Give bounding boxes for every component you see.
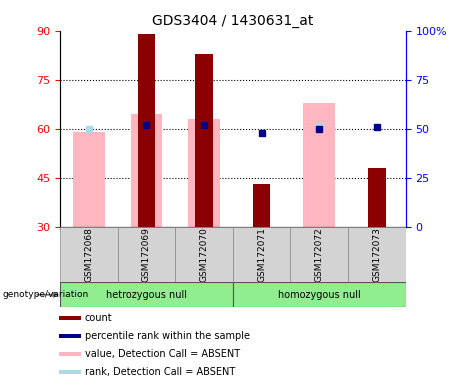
Text: hetrozygous null: hetrozygous null bbox=[106, 290, 187, 300]
Bar bbox=[233, 227, 290, 282]
Bar bbox=[290, 227, 348, 282]
Bar bbox=[188, 119, 220, 227]
Bar bbox=[59, 370, 81, 374]
Text: GSM172072: GSM172072 bbox=[315, 227, 324, 282]
Bar bbox=[233, 282, 406, 307]
Text: GSM172071: GSM172071 bbox=[257, 227, 266, 282]
Bar bbox=[138, 34, 155, 227]
Text: GSM172068: GSM172068 bbox=[84, 227, 93, 282]
Text: GSM172073: GSM172073 bbox=[372, 227, 381, 282]
Title: GDS3404 / 1430631_at: GDS3404 / 1430631_at bbox=[152, 14, 313, 28]
Bar bbox=[175, 227, 233, 282]
Bar bbox=[348, 227, 406, 282]
Text: GSM172069: GSM172069 bbox=[142, 227, 151, 282]
Bar bbox=[368, 168, 385, 227]
Bar bbox=[130, 114, 162, 227]
Bar bbox=[118, 227, 175, 282]
Bar bbox=[59, 334, 81, 338]
Bar bbox=[60, 282, 233, 307]
Text: GSM172070: GSM172070 bbox=[200, 227, 208, 282]
Bar bbox=[59, 316, 81, 319]
Bar bbox=[73, 132, 105, 227]
Bar bbox=[60, 227, 118, 282]
Text: rank, Detection Call = ABSENT: rank, Detection Call = ABSENT bbox=[85, 367, 235, 377]
Text: value, Detection Call = ABSENT: value, Detection Call = ABSENT bbox=[85, 349, 240, 359]
Text: genotype/variation: genotype/variation bbox=[2, 290, 89, 300]
Text: homozygous null: homozygous null bbox=[278, 290, 361, 300]
Text: count: count bbox=[85, 313, 112, 323]
Bar bbox=[195, 54, 213, 227]
Bar bbox=[253, 184, 270, 227]
Bar bbox=[303, 103, 335, 227]
Bar bbox=[59, 352, 81, 356]
Text: percentile rank within the sample: percentile rank within the sample bbox=[85, 331, 250, 341]
